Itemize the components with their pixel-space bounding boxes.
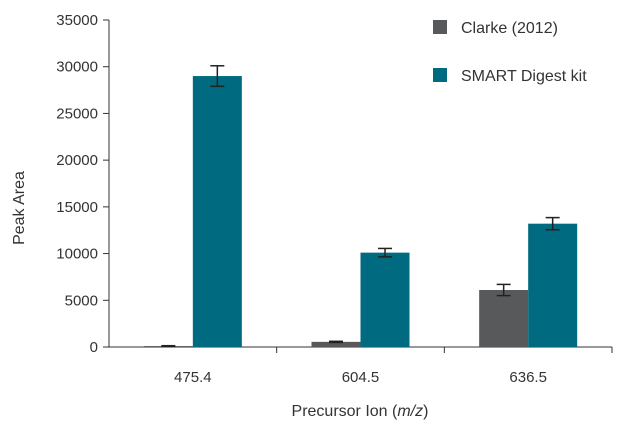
bar — [528, 223, 578, 347]
legend-swatch-clarke — [433, 20, 447, 34]
y-tick-label: 25000 — [56, 105, 98, 122]
y-tick-label: 35000 — [56, 12, 98, 29]
x-axis-title-unit: m/z — [397, 403, 423, 420]
y-axis: 0 5000 10000 15000 20000 25000 30000 35000 — [56, 12, 110, 356]
y-tick-label: 15000 — [56, 199, 98, 216]
x-tick-label: 636.5 — [509, 369, 547, 386]
bar — [192, 76, 242, 348]
x-tick-label: 475.4 — [174, 369, 212, 386]
legend-label-smart: SMART Digest kit — [461, 68, 587, 85]
x-tick-label: 604.5 — [342, 369, 380, 386]
y-tick-label: 20000 — [56, 152, 98, 169]
x-axis: 475.4 604.5 636.5 — [109, 346, 613, 386]
x-axis-title-prefix: Precursor Ion ( — [292, 403, 398, 420]
legend-label-clarke: Clarke (2012) — [461, 20, 558, 37]
y-tick-label: 10000 — [56, 246, 98, 263]
x-axis-title: Precursor Ion (m/z) — [292, 403, 429, 420]
legend: Clarke (2012) SMART Digest kit — [433, 20, 587, 85]
y-tick-label: 0 — [90, 339, 98, 356]
y-tick-label: 30000 — [56, 59, 98, 76]
bar — [311, 341, 361, 347]
y-axis-title: Peak Area — [11, 171, 28, 245]
bars — [143, 76, 578, 348]
error-bars — [161, 65, 560, 348]
x-axis-title-suffix: ) — [423, 403, 428, 420]
legend-swatch-smart — [433, 68, 447, 82]
bar — [360, 252, 410, 347]
bar — [479, 290, 529, 347]
y-tick-label: 5000 — [65, 292, 98, 309]
